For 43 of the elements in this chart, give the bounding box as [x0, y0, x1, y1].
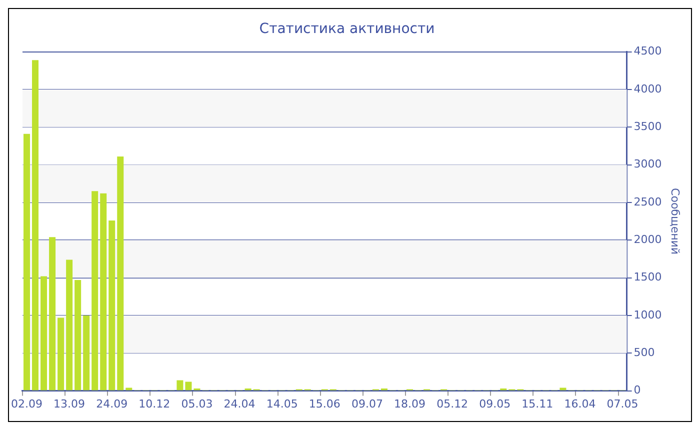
y2-tick-label: 2000 [634, 232, 662, 246]
y2-tick-label: 4500 [634, 44, 662, 58]
x-tick-label: 09.07 [351, 397, 383, 410]
x-tick-label: 15.11 [522, 397, 554, 410]
y2-tick-label: 1000 [634, 308, 662, 322]
y2-tick-label: 1500 [634, 270, 662, 284]
bar [560, 388, 566, 390]
y2-tick-label: 3000 [634, 158, 662, 171]
y2-tick-label: 0 [634, 384, 641, 397]
bar [100, 193, 107, 390]
bar [176, 380, 184, 390]
bar [66, 260, 73, 390]
bar [49, 237, 56, 390]
bar [40, 276, 48, 390]
x-tick-label: 18.09 [394, 397, 426, 410]
x-tick-label: 24.04 [224, 397, 256, 410]
x-tick-label: 09.05 [479, 397, 511, 410]
y2-axis-title: Сообщений [668, 188, 682, 255]
bar [185, 382, 192, 390]
bar [117, 156, 124, 390]
bar [32, 60, 39, 390]
bar [23, 134, 30, 390]
x-tick-label: 07.05 [606, 397, 638, 410]
chart-title: Статистика активности [259, 21, 435, 38]
x-tick-label: 05.03 [181, 397, 213, 410]
x-tick-label: 10.12 [138, 397, 170, 410]
x-tick-label: 16.04 [564, 397, 596, 410]
bar [108, 220, 116, 390]
y2-tick-label: 3500 [634, 120, 662, 133]
y2-tick-label: 2500 [634, 195, 662, 208]
x-tick-label: 24.09 [96, 397, 128, 410]
bar [92, 191, 98, 390]
x-tick-label: 13.09 [54, 397, 86, 410]
x-tick-label: 14.05 [266, 397, 298, 410]
bar [83, 315, 90, 390]
bar [74, 280, 82, 390]
y2-tick-label: 4000 [634, 82, 662, 96]
x-tick-label: 02.09 [10, 397, 42, 410]
bar [58, 318, 64, 390]
x-tick-label: 15.06 [308, 397, 340, 410]
bar [126, 388, 132, 390]
x-tick-label: 05.12 [436, 397, 468, 410]
y2-tick-label: 500 [634, 346, 655, 359]
